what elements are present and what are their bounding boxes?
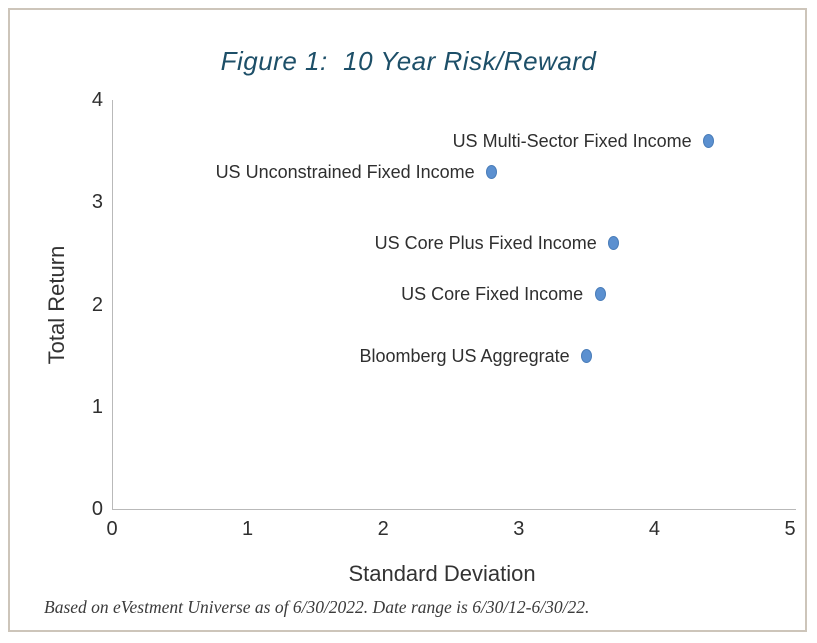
y-tick-label: 3 [91, 191, 103, 214]
x-tick-label: 0 [106, 518, 118, 540]
x-tick-label: 4 [648, 518, 660, 540]
y-tick-label: 0 [91, 498, 103, 520]
y-tick-label: 2 [91, 293, 103, 316]
x-tick-label: 3 [513, 518, 525, 540]
data-point-label: US Core Plus Fixed Income [374, 233, 597, 254]
data-point-label: Bloomberg US Aggregrate [359, 345, 570, 366]
data-point-label: US Unconstrained Fixed Income [215, 161, 475, 182]
y-tick-label: 4 [91, 89, 103, 111]
data-point-marker [608, 236, 620, 251]
y-tick-label: 1 [91, 395, 103, 418]
data-point-label: US Multi-Sector Fixed Income [452, 130, 692, 151]
x-axis-line [112, 509, 796, 510]
data-point-label: US Core Fixed Income [401, 284, 584, 305]
x-tick-label: 5 [784, 518, 796, 540]
x-axis-title: Standard Deviation [348, 561, 536, 586]
source-note: Based on eVestment Universe as of 6/30/2… [44, 597, 590, 617]
data-point-marker [581, 348, 593, 363]
y-axis-line [112, 100, 113, 510]
data-point-marker [594, 287, 606, 302]
data-point-marker [486, 164, 498, 179]
x-tick-label: 1 [242, 518, 254, 540]
chart-title: Figure 1: 10 Year Risk/Reward [220, 46, 597, 76]
data-point-marker [703, 133, 715, 148]
x-tick-label: 2 [377, 518, 389, 540]
